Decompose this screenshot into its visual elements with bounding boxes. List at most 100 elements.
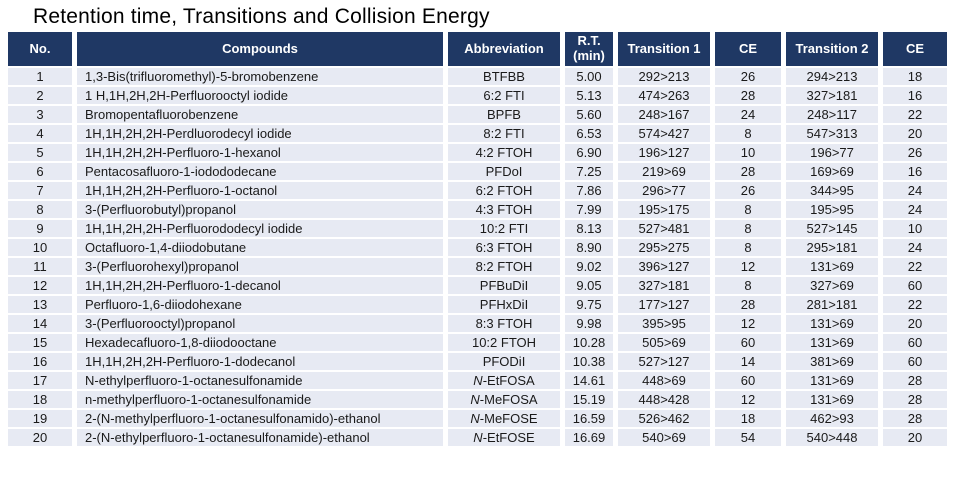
cell-abbreviation: N-EtFOSA <box>448 372 560 389</box>
cell-abbreviation: PFBuDiI <box>448 277 560 294</box>
cell-transition2: 131>69 <box>786 391 878 408</box>
cell-abbreviation: BPFB <box>448 106 560 123</box>
cell-abbreviation: 10:2 FTOH <box>448 334 560 351</box>
cell-ce2: 20 <box>883 125 947 142</box>
cell-ce2: 60 <box>883 353 947 370</box>
cell-abbreviation: N-MeFOSE <box>448 410 560 427</box>
cell-compound: 1H,1H,2H,2H-Perfluoro-1-octanol <box>77 182 443 199</box>
cell-compound: 2-(N-ethylperfluoro-1-octanesulfonamide)… <box>77 429 443 446</box>
cell-compound: 3-(Perfluorohexyl)propanol <box>77 258 443 275</box>
cell-transition1: 474>263 <box>618 87 710 104</box>
column-header-transition2: Transition 2 <box>786 32 878 66</box>
cell-rt: 16.69 <box>565 429 613 446</box>
cell-transition2: 344>95 <box>786 182 878 199</box>
cell-abbreviation: 10:2 FTI <box>448 220 560 237</box>
cell-rt: 6.53 <box>565 125 613 142</box>
cell-rt: 14.61 <box>565 372 613 389</box>
cell-no: 4 <box>8 125 72 142</box>
cell-abbreviation: 8:2 FTI <box>448 125 560 142</box>
cell-compound: 1H,1H,2H,2H-Perfluoro-1-hexanol <box>77 144 443 161</box>
cell-rt: 9.05 <box>565 277 613 294</box>
cell-transition2: 462>93 <box>786 410 878 427</box>
cell-no: 7 <box>8 182 72 199</box>
cell-abbreviation: PFODiI <box>448 353 560 370</box>
cell-ce2: 24 <box>883 239 947 256</box>
cell-compound: 3-(Perfluorooctyl)propanol <box>77 315 443 332</box>
cell-ce2: 16 <box>883 87 947 104</box>
table-row: 2 1 H,1H,2H,2H-Perfluorooctyl iodide 6:2… <box>8 87 947 104</box>
cell-no: 13 <box>8 296 72 313</box>
cell-abbreviation: BTFBB <box>448 68 560 85</box>
cell-abbreviation: 8:3 FTOH <box>448 315 560 332</box>
cell-transition2: 327>69 <box>786 277 878 294</box>
cell-rt: 15.19 <box>565 391 613 408</box>
table-row: 10 Octafluoro-1,4-diiodobutane 6:3 FTOH … <box>8 239 947 256</box>
cell-rt: 7.25 <box>565 163 613 180</box>
cell-ce2: 24 <box>883 182 947 199</box>
table-row: 6 Pentacosafluoro-1-iodododecane PFDoI 7… <box>8 163 947 180</box>
cell-transition1: 395>95 <box>618 315 710 332</box>
cell-rt: 10.28 <box>565 334 613 351</box>
table-row: 15 Hexadecafluoro-1,8-diiodooctane 10:2 … <box>8 334 947 351</box>
cell-transition2: 131>69 <box>786 258 878 275</box>
cell-transition1: 527>127 <box>618 353 710 370</box>
cell-rt: 16.59 <box>565 410 613 427</box>
cell-transition1: 219>69 <box>618 163 710 180</box>
cell-compound: Perfluoro-1,6-diiodohexane <box>77 296 443 313</box>
cell-ce2: 22 <box>883 106 947 123</box>
cell-transition1: 527>481 <box>618 220 710 237</box>
cell-ce2: 16 <box>883 163 947 180</box>
cell-ce1: 24 <box>715 106 781 123</box>
column-header-compounds: Compounds <box>77 32 443 66</box>
cell-ce1: 26 <box>715 68 781 85</box>
cell-ce1: 60 <box>715 334 781 351</box>
table-row: 3 Bromopentafluorobenzene BPFB 5.60 248>… <box>8 106 947 123</box>
cell-ce1: 12 <box>715 315 781 332</box>
cell-transition2: 295>181 <box>786 239 878 256</box>
table-row: 1 1,3-Bis(trifluoromethyl)-5-bromobenzen… <box>8 68 947 85</box>
cell-ce1: 26 <box>715 182 781 199</box>
column-header-transition1: Transition 1 <box>618 32 710 66</box>
cell-abbreviation: 6:3 FTOH <box>448 239 560 256</box>
cell-compound: N-ethylperfluoro-1-octanesulfonamide <box>77 372 443 389</box>
cell-transition2: 327>181 <box>786 87 878 104</box>
cell-ce1: 14 <box>715 353 781 370</box>
cell-no: 3 <box>8 106 72 123</box>
cell-ce1: 28 <box>715 296 781 313</box>
cell-ce1: 18 <box>715 410 781 427</box>
cell-no: 18 <box>8 391 72 408</box>
cell-abbreviation: PFDoI <box>448 163 560 180</box>
cell-ce1: 8 <box>715 277 781 294</box>
cell-transition2: 294>213 <box>786 68 878 85</box>
cell-transition1: 196>127 <box>618 144 710 161</box>
cell-transition2: 196>77 <box>786 144 878 161</box>
cell-ce1: 8 <box>715 201 781 218</box>
table-row: 18 n-methylperfluoro-1-octanesulfonamide… <box>8 391 947 408</box>
cell-no: 20 <box>8 429 72 446</box>
cell-ce2: 60 <box>883 334 947 351</box>
cell-no: 16 <box>8 353 72 370</box>
cell-rt: 9.98 <box>565 315 613 332</box>
cell-compound: 1H,1H,2H,2H-Perdluorodecyl iodide <box>77 125 443 142</box>
cell-no: 9 <box>8 220 72 237</box>
cell-ce2: 18 <box>883 68 947 85</box>
cell-ce2: 28 <box>883 372 947 389</box>
cell-rt: 10.38 <box>565 353 613 370</box>
cell-abbreviation: N-MeFOSA <box>448 391 560 408</box>
cell-ce1: 60 <box>715 372 781 389</box>
cell-no: 11 <box>8 258 72 275</box>
cell-transition1: 292>213 <box>618 68 710 85</box>
table-row: 9 1H,1H,2H,2H-Perfluorododecyl iodide 10… <box>8 220 947 237</box>
cell-abbreviation: 8:2 FTOH <box>448 258 560 275</box>
cell-transition1: 195>175 <box>618 201 710 218</box>
cell-no: 10 <box>8 239 72 256</box>
table-row: 17 N-ethylperfluoro-1-octanesulfonamide … <box>8 372 947 389</box>
cell-compound: 1 H,1H,2H,2H-Perfluorooctyl iodide <box>77 87 443 104</box>
cell-no: 15 <box>8 334 72 351</box>
cell-ce1: 8 <box>715 220 781 237</box>
cell-no: 12 <box>8 277 72 294</box>
cell-abbreviation: PFHxDiI <box>448 296 560 313</box>
cell-abbreviation: 6:2 FTOH <box>448 182 560 199</box>
cell-transition2: 131>69 <box>786 315 878 332</box>
cell-no: 17 <box>8 372 72 389</box>
